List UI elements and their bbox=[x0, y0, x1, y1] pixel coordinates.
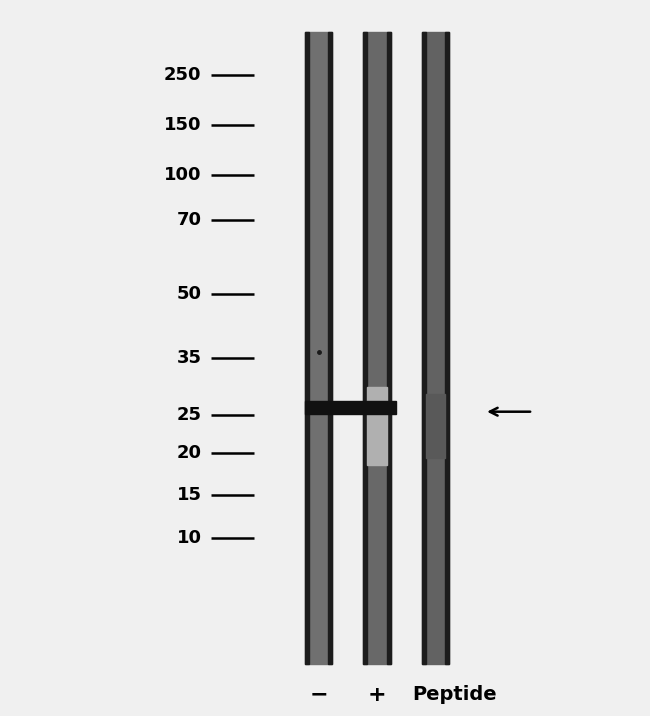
Text: 20: 20 bbox=[177, 443, 202, 462]
Text: 15: 15 bbox=[177, 486, 202, 505]
Text: 100: 100 bbox=[164, 166, 202, 185]
Text: 35: 35 bbox=[177, 349, 202, 367]
Bar bbox=[363, 32, 367, 664]
Text: −: − bbox=[309, 684, 328, 705]
Bar bbox=[422, 32, 449, 664]
Text: 150: 150 bbox=[164, 116, 202, 135]
Bar bbox=[305, 401, 396, 414]
Text: +: + bbox=[368, 684, 386, 705]
Text: 10: 10 bbox=[177, 529, 202, 548]
Bar bbox=[328, 32, 332, 664]
Bar bbox=[305, 32, 309, 664]
Text: 25: 25 bbox=[177, 406, 202, 425]
Bar bbox=[426, 394, 445, 458]
Text: 50: 50 bbox=[177, 284, 202, 303]
Text: 70: 70 bbox=[177, 211, 202, 229]
Bar bbox=[387, 32, 391, 664]
Bar bbox=[367, 387, 387, 465]
Bar bbox=[305, 32, 332, 664]
Bar bbox=[422, 32, 426, 664]
Bar bbox=[363, 32, 391, 664]
Bar bbox=[445, 32, 449, 664]
Text: Peptide: Peptide bbox=[413, 685, 497, 704]
Text: 250: 250 bbox=[164, 66, 202, 84]
